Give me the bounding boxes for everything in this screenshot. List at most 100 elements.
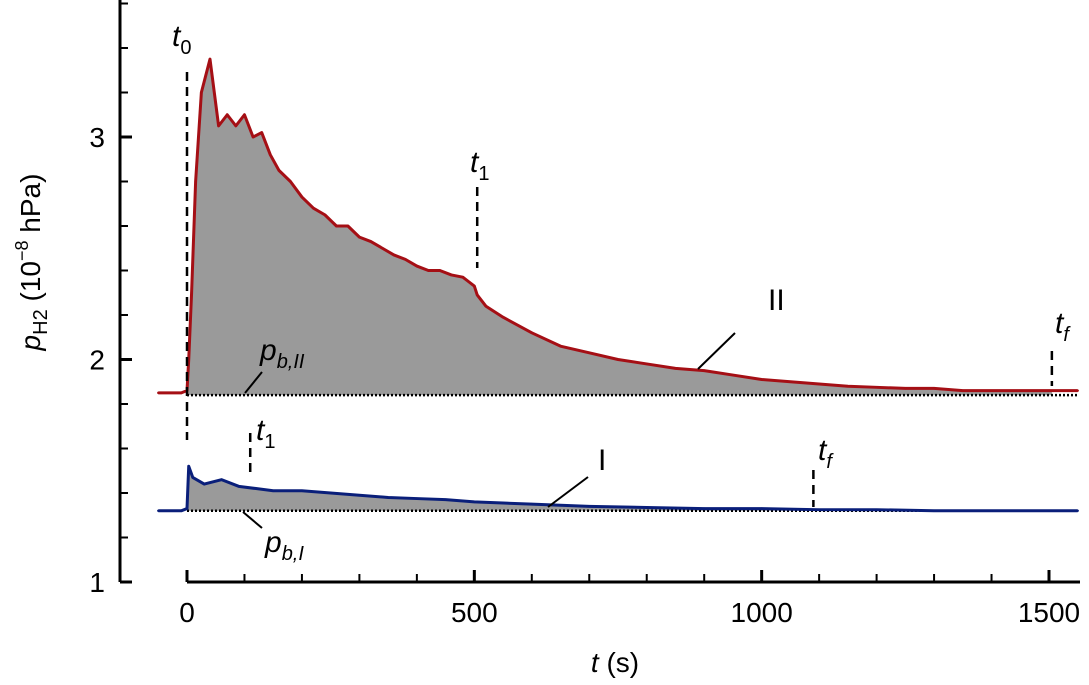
- x-tick-label: 1500: [1018, 597, 1080, 628]
- tf-label-i: tf: [818, 434, 834, 473]
- data-point-i: [185, 507, 189, 510]
- x-axis-title: t (s): [591, 647, 639, 678]
- data-point-ii: [200, 91, 203, 94]
- data-point-i: [645, 506, 648, 509]
- data-point-i: [191, 476, 194, 479]
- data-point-ii: [932, 387, 936, 390]
- data-point-i: [329, 491, 332, 495]
- data-point-ii: [251, 135, 255, 139]
- data-point-i: [254, 487, 258, 490]
- data-point-i: [203, 482, 206, 486]
- y-axis-title: pH2 (10−8 hPa): [12, 174, 52, 352]
- y-axis-var: p: [15, 335, 46, 352]
- data-point-ii: [1047, 389, 1051, 392]
- data-point-i: [444, 498, 447, 501]
- data-point-ii: [346, 224, 350, 228]
- data-point-ii: [300, 195, 304, 199]
- data-point-ii: [731, 373, 735, 377]
- data-point-ii: [289, 180, 292, 183]
- data-point-i: [703, 507, 706, 510]
- data-point-ii: [461, 275, 465, 279]
- data-point-ii: [674, 367, 677, 370]
- data-point-ii: [817, 382, 821, 386]
- data-point-i: [358, 494, 361, 497]
- leader-ii: [697, 332, 736, 370]
- leader-pb-i: [242, 511, 263, 529]
- data-point-ii: [961, 389, 964, 392]
- y-tick-label: 2: [89, 345, 105, 376]
- tf-label-ii: tf: [1055, 307, 1071, 346]
- data-point-i: [473, 500, 476, 504]
- y-axis-unit-end: hPa): [15, 174, 46, 241]
- x-axis-unit: (s): [599, 647, 639, 678]
- series-lines: [157, 57, 1079, 513]
- data-point-ii: [438, 269, 442, 272]
- data-point-ii: [904, 387, 907, 390]
- data-point-ii: [217, 124, 220, 128]
- data-point-ii: [381, 247, 384, 250]
- area-fill-series-i: [187, 466, 814, 511]
- fill-areas: [187, 59, 1052, 511]
- data-point-i: [180, 509, 183, 512]
- y-tick-label: 1: [89, 567, 105, 598]
- data-point-i: [530, 502, 533, 506]
- y-axis-sub: H2: [30, 309, 52, 335]
- data-point-ii: [208, 57, 212, 61]
- data-point-ii: [588, 351, 591, 355]
- data-point-ii: [415, 264, 419, 268]
- data-point-i: [237, 485, 240, 488]
- data-point-i: [875, 508, 878, 511]
- series-ii-label: II: [768, 284, 785, 317]
- data-point-i: [932, 509, 936, 512]
- data-point-ii: [243, 113, 246, 116]
- x-ticks: 0 500 1000 1500: [179, 570, 1080, 628]
- data-point-ii: [369, 240, 373, 243]
- data-point-i: [588, 505, 591, 508]
- data-point-ii: [616, 358, 620, 361]
- area-fill-series-ii: [187, 59, 1052, 396]
- data-point-i: [386, 496, 390, 499]
- y-axis-unit: (10: [15, 261, 46, 309]
- data-point-ii: [760, 378, 763, 381]
- data-point-ii: [789, 380, 792, 383]
- x-axis-var: t: [591, 647, 600, 678]
- data-point-ii: [703, 369, 706, 372]
- data-point-i: [415, 497, 419, 500]
- t0-label: t0: [172, 20, 191, 59]
- data-point-ii: [277, 169, 281, 172]
- data-point-i: [760, 507, 763, 510]
- data-point-ii: [427, 269, 430, 272]
- time-markers: [185, 72, 1054, 507]
- pb-ii-label: pb,II: [259, 334, 305, 373]
- data-point-ii: [180, 391, 183, 395]
- data-point-i: [220, 478, 223, 481]
- data-point-i: [1076, 509, 1079, 512]
- x-tick-label: 1000: [731, 597, 793, 628]
- data-point-ii: [260, 131, 263, 134]
- data-point-i: [501, 501, 505, 505]
- data-point-i: [817, 508, 821, 511]
- y-tick-label: 3: [89, 122, 105, 153]
- t1-label-ii: t1: [470, 146, 489, 185]
- pb-i-label: pb,I: [264, 526, 304, 565]
- x-tick-label: 500: [451, 597, 498, 628]
- data-point-ii: [484, 304, 488, 308]
- data-point-i: [157, 509, 160, 512]
- data-point-ii: [473, 284, 476, 288]
- data-point-ii: [501, 316, 505, 319]
- data-point-ii: [645, 362, 648, 366]
- axes: [118, 0, 1080, 584]
- data-point-i: [1047, 509, 1051, 512]
- x-tick-label: 0: [179, 597, 195, 628]
- data-point-i: [272, 489, 275, 492]
- t1-label-i: t1: [256, 414, 275, 453]
- data-point-ii: [875, 386, 878, 389]
- data-point-ii: [323, 213, 327, 217]
- data-point-ii: [157, 391, 160, 395]
- leader-pb-ii: [244, 371, 263, 394]
- data-point-ii: [312, 207, 315, 210]
- data-point-ii: [846, 385, 850, 388]
- data-point-ii: [358, 235, 361, 239]
- leader-i: [547, 476, 589, 508]
- data-point-ii: [559, 344, 562, 348]
